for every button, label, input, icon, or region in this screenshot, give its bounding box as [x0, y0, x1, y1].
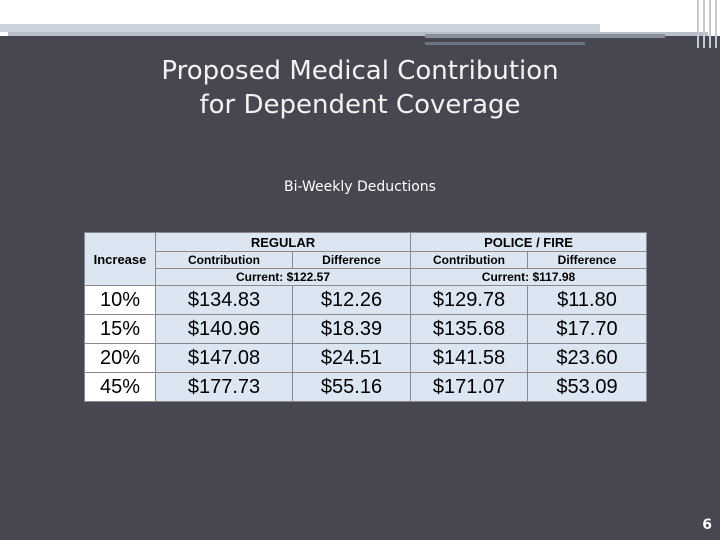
decoration-stripe	[425, 34, 665, 38]
police-fire-difference-cell: $17.70	[527, 314, 647, 344]
table-row: 20% $147.08 $24.51 $141.58 $23.60	[84, 343, 647, 373]
page-number: 6	[702, 517, 712, 533]
decoration-line	[709, 0, 711, 48]
decoration-line	[703, 0, 705, 48]
decoration-line	[697, 0, 699, 48]
table-row: 45% $177.73 $55.16 $171.07 $53.09	[84, 372, 647, 402]
regular-contribution-header: Contribution	[155, 251, 293, 269]
table-header-row: Increase REGULAR POLICE / FIRE	[84, 232, 647, 286]
increase-cell: 15%	[84, 314, 156, 344]
decoration-line	[715, 0, 717, 48]
group-header-regular: REGULAR	[155, 232, 411, 252]
police-fire-contribution-cell: $129.78	[410, 285, 528, 315]
top-decoration-bar	[0, 0, 720, 48]
decoration-stripe	[425, 42, 585, 45]
increase-cell: 20%	[84, 343, 156, 373]
increase-header: Increase	[84, 232, 156, 286]
group-header-police-fire: POLICE / FIRE	[410, 232, 647, 252]
slide-subtitle: Bi-Weekly Deductions	[284, 179, 436, 195]
table-current-row: Current: $122.57 Current: $117.98	[85, 268, 647, 286]
slide-title-line-2: for Dependent Coverage	[199, 90, 521, 120]
regular-contribution-cell: $134.83	[155, 285, 293, 315]
police-fire-contribution-cell: $171.07	[410, 372, 528, 402]
table-subheader-row: Contribution Difference Contribution Dif…	[85, 251, 647, 269]
increase-cell: 45%	[84, 372, 156, 402]
police-fire-contribution-header: Contribution	[410, 251, 528, 269]
table-row: 15% $140.96 $18.39 $135.68 $17.70	[84, 314, 647, 344]
decoration-stripe	[8, 32, 708, 36]
decoration-stripe	[0, 24, 600, 32]
police-fire-difference-cell: $53.09	[527, 372, 647, 402]
regular-difference-cell: $55.16	[292, 372, 411, 402]
police-fire-difference-cell: $11.80	[527, 285, 647, 315]
regular-contribution-cell: $140.96	[155, 314, 293, 344]
regular-difference-header: Difference	[292, 251, 411, 269]
table-row: 10% $134.83 $12.26 $129.78 $11.80	[84, 285, 647, 315]
regular-contribution-cell: $147.08	[155, 343, 293, 373]
regular-contribution-cell: $177.73	[155, 372, 293, 402]
regular-difference-cell: $12.26	[292, 285, 411, 315]
police-fire-contribution-cell: $141.58	[410, 343, 528, 373]
regular-difference-cell: $24.51	[292, 343, 411, 373]
contribution-table: Increase REGULAR POLICE / FIRE Contribut…	[84, 232, 647, 402]
slide-title: Proposed Medical Contribution for Depend…	[60, 54, 660, 122]
regular-current: Current: $122.57	[155, 268, 411, 286]
slide-title-line-1: Proposed Medical Contribution	[161, 56, 559, 86]
regular-difference-cell: $18.39	[292, 314, 411, 344]
police-fire-difference-cell: $23.60	[527, 343, 647, 373]
increase-cell: 10%	[84, 285, 156, 315]
police-fire-current: Current: $117.98	[410, 268, 647, 286]
police-fire-contribution-cell: $135.68	[410, 314, 528, 344]
police-fire-difference-header: Difference	[527, 251, 647, 269]
